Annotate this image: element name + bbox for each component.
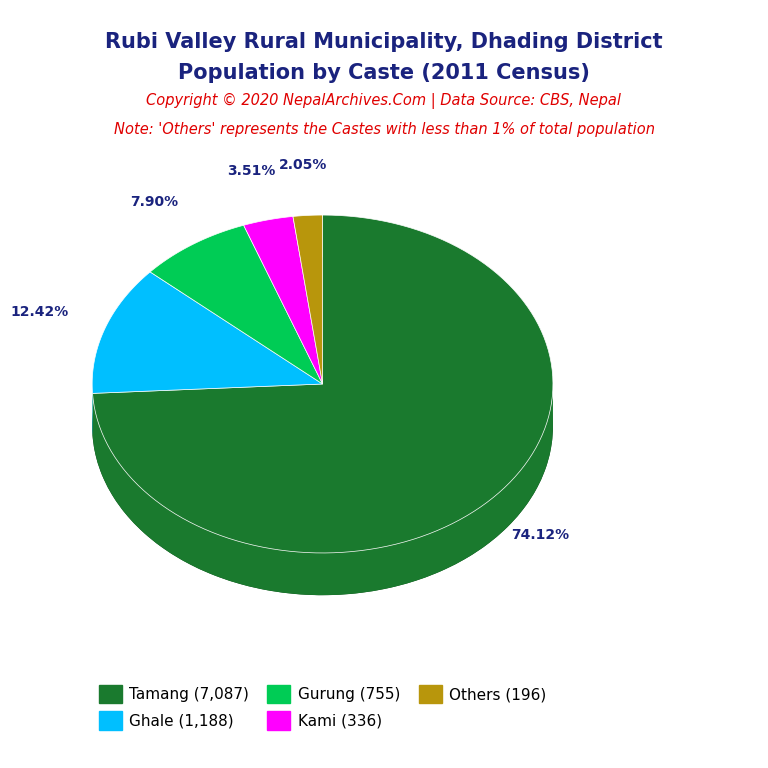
Text: 2.05%: 2.05% [279,157,327,172]
Polygon shape [150,225,323,384]
Text: 12.42%: 12.42% [11,305,69,319]
Ellipse shape [92,257,553,595]
Text: Population by Caste (2011 Census): Population by Caste (2011 Census) [178,63,590,83]
Polygon shape [92,386,553,595]
Polygon shape [243,217,323,384]
Polygon shape [92,215,553,553]
Polygon shape [293,215,323,384]
Polygon shape [92,272,323,393]
Text: 74.12%: 74.12% [511,528,569,542]
Text: 7.90%: 7.90% [130,195,178,210]
Text: Copyright © 2020 NepalArchives.Com | Data Source: CBS, Nepal: Copyright © 2020 NepalArchives.Com | Dat… [147,94,621,109]
Text: Note: 'Others' represents the Castes with less than 1% of total population: Note: 'Others' represents the Castes wit… [114,121,654,137]
Text: Rubi Valley Rural Municipality, Dhading District: Rubi Valley Rural Municipality, Dhading … [105,32,663,52]
Legend: Tamang (7,087), Ghale (1,188), Gurung (755), Kami (336), Others (196): Tamang (7,087), Ghale (1,188), Gurung (7… [98,685,547,730]
Text: 3.51%: 3.51% [227,164,276,177]
